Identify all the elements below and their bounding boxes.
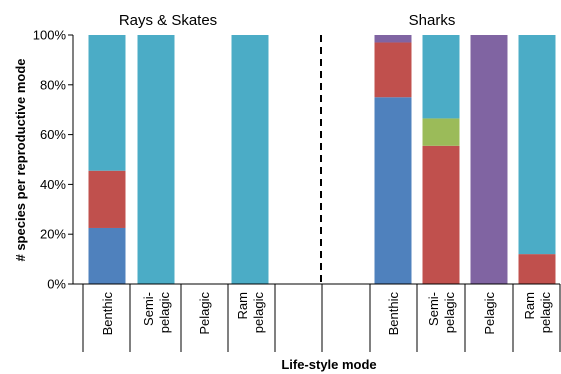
x-axis-title: Life-style mode [281,357,376,372]
bar-segment-teal [88,35,126,171]
bar-segment-red [518,254,556,284]
x-category-label: Pelagic [197,292,212,335]
y-tick-label: 0% [47,277,66,292]
labels-layer: 0% 20% 40% 60% 80% 100% Benthic Semi-pelagic Pel… [33,28,553,336]
x-category-label: pelagic [442,292,457,334]
group-title-sharks: Sharks [409,12,456,29]
bar-segment-blue [88,227,126,284]
x-category-label: pelagic [157,292,172,334]
y-tick-label: 100% [33,28,67,43]
x-category-label: Semi- [141,292,156,326]
bar-segment-teal [422,35,460,119]
x-category-label: Semi- [426,292,441,326]
bar-segment-teal [231,35,269,284]
bar-segment-teal [518,35,556,255]
bar-segment-purple [374,35,412,43]
x-category-label: Benthic [100,292,115,336]
bar-segment-red [88,170,126,228]
bar-segment-red [374,42,412,98]
y-tick-label: 80% [40,77,66,92]
bars-layer [88,35,556,284]
bar-segment-red [422,145,460,284]
bar-segment-purple [470,35,508,284]
x-category-label: Ram [235,292,250,319]
y-tick-label: 60% [40,127,66,142]
y-axis-title: # species per reproductive mode [13,58,28,261]
group-title-rays-skates: Rays & Skates [119,12,217,29]
x-category-label: pelagic [538,292,553,334]
axes-layer [68,34,561,352]
x-category-label: pelagic [251,292,266,334]
bar-segment-teal [137,35,175,284]
y-tick-label: 40% [40,177,66,192]
x-category-label: Ram [522,292,537,319]
x-category-label: Benthic [386,292,401,336]
bar-segment-blue [374,97,412,284]
x-category-label: Pelagic [482,292,497,335]
y-tick-label: 20% [40,227,66,242]
bar-segment-green [422,118,460,146]
